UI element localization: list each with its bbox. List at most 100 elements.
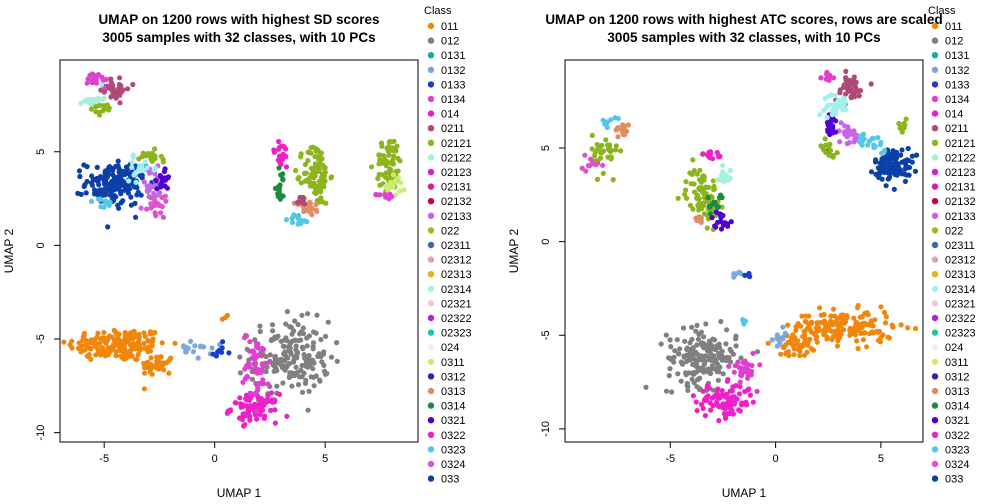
legend-item-label: 0132 <box>441 65 465 77</box>
scatter-point <box>252 391 258 397</box>
scatter-point <box>125 190 131 196</box>
scatter-point <box>695 377 701 383</box>
scatter-point <box>95 330 101 336</box>
scatter-point <box>793 338 799 344</box>
scatter-point <box>295 321 301 328</box>
scatter-point <box>714 149 720 156</box>
scatter-point <box>134 192 140 198</box>
legend-item-label: 02323 <box>441 328 472 340</box>
scatter-point <box>613 147 619 153</box>
scatter-point <box>750 399 756 405</box>
scatter-point <box>723 176 730 182</box>
scatter-point <box>283 321 289 327</box>
scatter-point <box>83 190 89 196</box>
scatter-point <box>96 175 102 181</box>
scatter-point <box>239 417 246 423</box>
scatter-point <box>862 320 868 326</box>
scatter-point <box>247 417 253 423</box>
scatter-point <box>303 377 309 383</box>
legend-swatch <box>931 329 939 336</box>
scatter-point <box>290 213 296 219</box>
scatter-point <box>131 341 137 347</box>
scatter-point <box>125 86 131 92</box>
scatter-point <box>699 365 705 371</box>
scatter-point <box>134 356 140 363</box>
legend-item-label: 0324 <box>441 459 465 471</box>
scatter-point <box>307 175 313 181</box>
legend-item-label: 02312 <box>441 255 472 267</box>
scatter-point <box>821 318 827 324</box>
scatter-point <box>318 156 324 162</box>
scatter-point <box>878 150 885 156</box>
scatter-point <box>272 399 278 405</box>
scatter-point <box>116 343 122 350</box>
scatter-point <box>132 170 138 176</box>
scatter-point <box>828 123 834 129</box>
scatter-point <box>754 388 760 394</box>
scatter-point <box>295 176 301 182</box>
scatter-point <box>110 195 116 201</box>
scatter-point <box>877 339 884 345</box>
scatter-point <box>243 392 250 398</box>
scatter-point <box>728 219 734 225</box>
legend-swatch <box>427 256 435 263</box>
y-tick-label: 0 <box>35 242 47 248</box>
scatter-point <box>905 145 911 152</box>
scatter-point <box>259 361 265 367</box>
scatter-point <box>685 387 691 393</box>
scatter-point <box>195 355 201 361</box>
scatter-point <box>374 192 380 198</box>
legend-item-label: 02132 <box>441 196 472 208</box>
legend-swatch <box>427 139 435 146</box>
scatter-points <box>61 71 407 429</box>
legend-item-label: 02122 <box>441 152 472 164</box>
scatter-point <box>830 154 836 160</box>
scatter-point <box>395 175 401 181</box>
legend-item-label: 02312 <box>945 255 976 267</box>
legend-item-label: 02323 <box>945 328 976 340</box>
legend-item-label: 0131 <box>945 50 969 62</box>
scatter-point <box>172 340 178 346</box>
scatter-point <box>588 156 594 162</box>
scatter-point <box>313 145 319 152</box>
scatter-point <box>714 394 721 401</box>
scatter-point <box>286 344 292 350</box>
scatter-point <box>912 168 919 174</box>
scatter-point <box>302 201 308 207</box>
scatter-point <box>96 109 102 115</box>
scatter-point <box>818 312 824 318</box>
scatter-point <box>860 337 867 343</box>
scatter-point <box>224 312 231 318</box>
scatter-point <box>736 391 743 397</box>
scatter-point <box>120 168 126 174</box>
scatter-point <box>879 176 885 182</box>
scatter-point <box>254 416 260 422</box>
legend-swatch <box>931 314 939 322</box>
scatter-point <box>258 405 264 411</box>
scatter-point <box>386 152 392 158</box>
scatter-point <box>695 336 702 342</box>
scatter-point <box>142 159 148 165</box>
scatter-point <box>84 80 90 86</box>
scatter-point <box>311 383 317 389</box>
class-legend-right: Class 011 012 0131 0132 0133 0134 014 0211 02121 0… <box>928 5 976 486</box>
y-axis-label: UMAP 2 <box>2 228 16 273</box>
scatter-point <box>687 202 694 208</box>
scatter-point <box>891 186 897 192</box>
scatter-point <box>76 340 82 346</box>
scatter-point <box>192 343 198 349</box>
scatter-point <box>129 159 135 166</box>
legend-item-label: 02313 <box>441 269 472 281</box>
scatter-point <box>166 370 172 376</box>
scatter-point <box>259 381 265 387</box>
y-tick-label: -5 <box>35 334 47 344</box>
scatter-point <box>278 338 284 344</box>
scatter-point <box>592 153 598 159</box>
scatter-point <box>98 82 104 88</box>
scatter-point <box>844 314 850 320</box>
scatter-point <box>158 210 164 216</box>
legend-swatch <box>931 37 939 44</box>
scatter-point <box>150 330 156 336</box>
scatter-point <box>824 334 830 340</box>
